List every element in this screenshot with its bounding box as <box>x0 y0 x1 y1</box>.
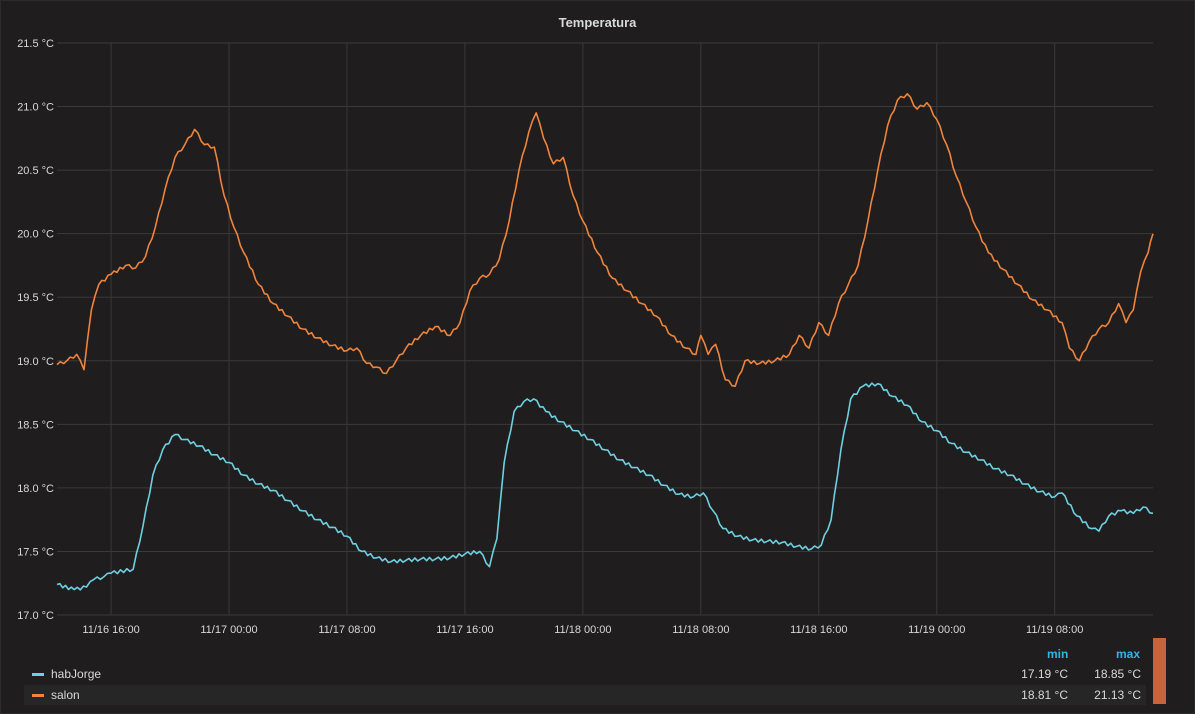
x-tick-label: 11/18 00:00 <box>554 624 611 636</box>
x-tick-label: 11/19 08:00 <box>1026 624 1083 636</box>
x-tick-label: 11/18 08:00 <box>672 624 729 636</box>
y-tick-label: 21.0 °C <box>17 102 54 114</box>
series-line-salon <box>56 93 1154 387</box>
y-tick-label: 21.5 °C <box>17 38 54 50</box>
y-tick-label: 17.5 °C <box>17 546 54 558</box>
y-tick-label: 20.5 °C <box>17 165 54 177</box>
y-tick-label: 17.0 °C <box>17 610 54 622</box>
y-tick-label: 18.5 °C <box>17 419 54 431</box>
series-line-habjorge <box>56 382 1154 591</box>
x-tick-label: 11/17 16:00 <box>436 624 493 636</box>
legend-item-habjorge[interactable]: habJorge 17.19 °C 18.85 °C <box>24 664 1146 684</box>
legend-max-header[interactable]: max <box>1116 647 1141 661</box>
legend-min-value: 17.19 °C <box>1021 667 1068 681</box>
legend-max-value: 21.13 °C <box>1094 688 1141 702</box>
x-tick-label: 11/18 16:00 <box>790 624 847 636</box>
habjorge-color-swatch[interactable] <box>32 673 44 676</box>
x-tick-label: 11/17 08:00 <box>318 624 375 636</box>
temperature-line-chart: 17.0 °C 17.5 °C 18.0 °C 18.5 °C 19.0 °C 19.5 … <box>17 38 1154 636</box>
legend-max-value: 18.85 °C <box>1094 667 1141 681</box>
y-tick-label: 18.0 °C <box>17 483 54 495</box>
legend-min-value: 18.81 °C <box>1021 688 1068 702</box>
legend-scroll-handle[interactable] <box>1153 638 1166 704</box>
y-tick-label: 19.5 °C <box>17 292 54 304</box>
panel-title[interactable]: Temperatura <box>558 15 637 30</box>
y-tick-label: 20.0 °C <box>17 229 54 241</box>
salon-color-swatch[interactable] <box>32 694 44 697</box>
legend-min-header[interactable]: min <box>1047 647 1069 661</box>
legend-series-name[interactable]: habJorge <box>51 667 102 681</box>
y-tick-label: 19.0 °C <box>17 356 54 368</box>
x-tick-label: 11/17 00:00 <box>200 624 257 636</box>
legend-series-name[interactable]: salon <box>51 688 80 702</box>
legend-item-salon[interactable]: salon 18.81 °C 21.13 °C <box>24 685 1146 705</box>
x-tick-label: 11/19 00:00 <box>908 624 965 636</box>
x-tick-label: 11/16 16:00 <box>82 624 139 636</box>
